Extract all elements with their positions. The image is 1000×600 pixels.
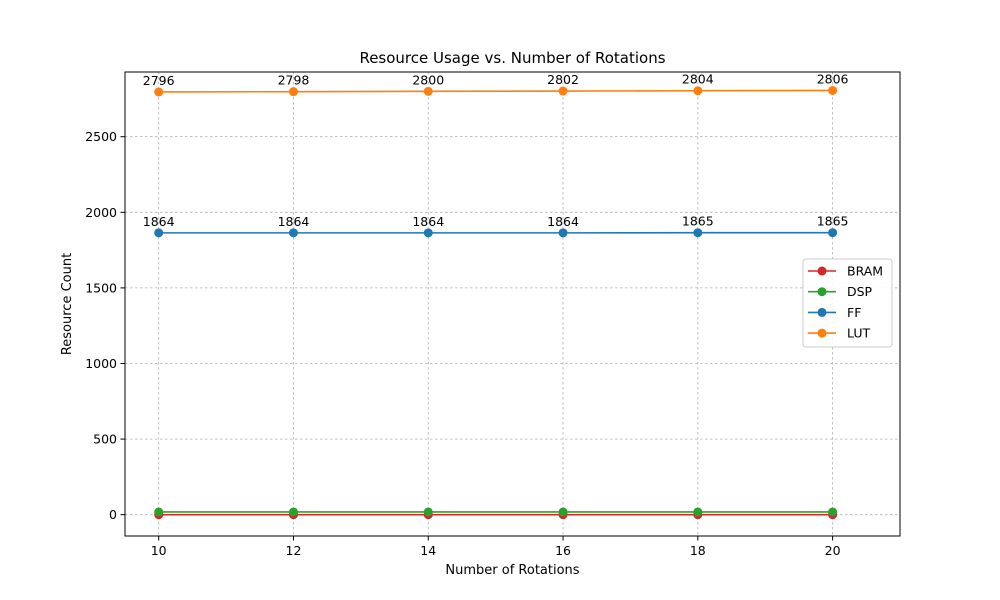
y-axis-label: Resource Count bbox=[60, 253, 75, 355]
plot-area-frame bbox=[124, 71, 901, 537]
data-label-lut: 2798 bbox=[278, 73, 310, 88]
x-tick-label: 12 bbox=[286, 543, 302, 558]
y-axis-ticks: 0 500 1000 1500 2000 2500 bbox=[85, 129, 125, 522]
legend-marker-dsp bbox=[817, 287, 827, 297]
series-ff bbox=[154, 228, 838, 238]
y-tick-label: 2500 bbox=[85, 129, 117, 144]
legend-item-ff: FF bbox=[808, 305, 861, 320]
data-series bbox=[154, 85, 838, 520]
y-tick-label: 500 bbox=[93, 432, 117, 447]
data-point-lut bbox=[423, 86, 433, 96]
data-label-ff: 1865 bbox=[682, 214, 714, 229]
data-point-ff bbox=[423, 228, 433, 238]
chart-title: Resource Usage vs. Number of Rotations bbox=[359, 49, 665, 67]
data-label-ff: 1864 bbox=[412, 214, 444, 229]
legend-label-ff: FF bbox=[847, 305, 861, 320]
x-tick-label: 20 bbox=[825, 543, 841, 558]
legend-item-dsp: DSP bbox=[808, 284, 873, 299]
data-point-dsp bbox=[288, 507, 298, 517]
data-point-dsp bbox=[423, 507, 433, 517]
x-axis-label: Number of Rotations bbox=[445, 563, 579, 578]
x-tick-label: 10 bbox=[151, 543, 167, 558]
data-point-dsp bbox=[154, 507, 164, 517]
y-tick-label: 2000 bbox=[85, 205, 117, 220]
legend-marker-bram bbox=[817, 266, 827, 276]
data-label-lut: 2800 bbox=[412, 72, 444, 87]
x-tick-label: 18 bbox=[690, 543, 706, 558]
data-point-dsp bbox=[828, 507, 838, 517]
data-point-lut bbox=[288, 87, 298, 97]
legend-label-bram: BRAM bbox=[847, 264, 883, 279]
y-tick-label: 0 bbox=[109, 507, 117, 522]
legend-box bbox=[802, 258, 893, 348]
series-dsp bbox=[154, 507, 838, 517]
data-point-lut bbox=[828, 85, 838, 95]
legend-item-lut: LUT bbox=[808, 326, 870, 341]
data-point-ff bbox=[693, 228, 703, 238]
data-label-ff: 1865 bbox=[817, 214, 849, 229]
series-lut bbox=[154, 85, 838, 97]
x-tick-label: 16 bbox=[555, 543, 571, 558]
data-point-lut bbox=[693, 86, 703, 96]
x-tick-label: 14 bbox=[420, 543, 436, 558]
legend-label-lut: LUT bbox=[847, 326, 870, 341]
legend-label-dsp: DSP bbox=[847, 284, 873, 299]
series-line-lut bbox=[158, 89, 833, 93]
data-point-lut bbox=[558, 86, 568, 96]
y-tick-label: 1500 bbox=[85, 280, 117, 295]
data-labels: 1864 1864 1864 1864 1865 1865 2796 2798 2800 2802… bbox=[143, 71, 849, 228]
data-label-lut: 2796 bbox=[143, 73, 175, 88]
legend-item-bram: BRAM bbox=[808, 264, 883, 279]
data-point-dsp bbox=[693, 507, 703, 517]
data-label-lut: 2802 bbox=[547, 72, 579, 87]
data-point-ff bbox=[558, 228, 568, 238]
data-label-ff: 1864 bbox=[278, 214, 310, 229]
data-label-lut: 2806 bbox=[817, 71, 849, 86]
data-label-ff: 1864 bbox=[143, 214, 175, 229]
gridlines bbox=[125, 72, 900, 536]
data-point-ff bbox=[288, 228, 298, 238]
legend: BRAM DSP FF LUT bbox=[802, 258, 893, 348]
data-point-ff bbox=[828, 228, 838, 238]
data-label-ff: 1864 bbox=[547, 214, 579, 229]
data-point-lut bbox=[154, 87, 164, 97]
legend-marker-lut bbox=[817, 328, 827, 338]
x-axis-ticks: 10 12 14 16 18 20 bbox=[151, 536, 841, 558]
y-tick-label: 1000 bbox=[85, 356, 117, 371]
legend-marker-ff bbox=[817, 307, 827, 317]
data-label-lut: 2804 bbox=[682, 72, 714, 87]
data-point-dsp bbox=[558, 507, 568, 517]
data-point-ff bbox=[154, 228, 164, 238]
